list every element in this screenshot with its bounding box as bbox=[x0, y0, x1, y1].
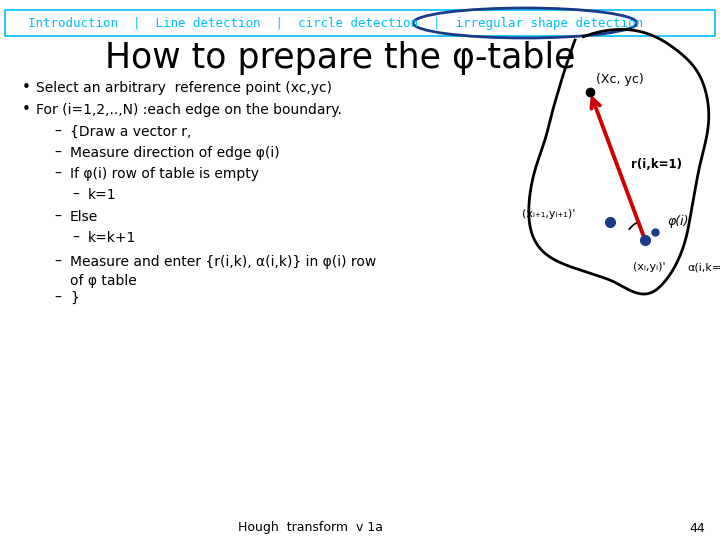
Text: Else: Else bbox=[70, 210, 98, 224]
Text: 44: 44 bbox=[689, 522, 705, 535]
Text: –: – bbox=[54, 255, 61, 269]
Text: Hough  transform  v 1a: Hough transform v 1a bbox=[238, 522, 382, 535]
Text: If φ(i) row of table is empty: If φ(i) row of table is empty bbox=[70, 167, 259, 181]
Text: of φ table: of φ table bbox=[70, 274, 137, 288]
Text: r(i,k=1): r(i,k=1) bbox=[631, 158, 683, 171]
Text: Introduction  |  Line detection  |  circle detection  |  irregular shape detecti: Introduction | Line detection | circle d… bbox=[13, 17, 643, 30]
Text: –: – bbox=[72, 188, 79, 202]
Text: k=1: k=1 bbox=[88, 188, 117, 202]
Text: }: } bbox=[70, 291, 79, 305]
Text: k=k+1: k=k+1 bbox=[88, 231, 136, 245]
Text: –: – bbox=[72, 231, 79, 245]
Text: φ(i): φ(i) bbox=[667, 215, 688, 228]
Text: –: – bbox=[54, 210, 61, 224]
Text: How to prepare the φ-table: How to prepare the φ-table bbox=[104, 41, 575, 75]
Text: •: • bbox=[22, 80, 31, 96]
Text: (xᵢ₊₁,yᵢ₊₁)': (xᵢ₊₁,yᵢ₊₁)' bbox=[522, 209, 575, 219]
Text: α(i,k=1): α(i,k=1) bbox=[687, 262, 720, 272]
Text: –: – bbox=[54, 146, 61, 160]
Text: Measure direction of edge φ(i): Measure direction of edge φ(i) bbox=[70, 146, 279, 160]
Text: –: – bbox=[54, 291, 61, 305]
Text: Measure and enter {r(i,k), α(i,k)} in φ(i) row: Measure and enter {r(i,k), α(i,k)} in φ(… bbox=[70, 255, 377, 269]
Text: (xᵢ,yᵢ)': (xᵢ,yᵢ)' bbox=[633, 262, 665, 272]
Bar bbox=[5, 10, 715, 36]
Text: For (i=1,2,..,N) :each edge on the boundary.: For (i=1,2,..,N) :each edge on the bound… bbox=[36, 103, 342, 117]
Text: {Draw a vector r,: {Draw a vector r, bbox=[70, 125, 192, 139]
Text: –: – bbox=[54, 167, 61, 181]
Text: –: – bbox=[54, 125, 61, 139]
Text: •: • bbox=[22, 103, 31, 118]
Text: (Xc, yc): (Xc, yc) bbox=[596, 73, 644, 86]
Text: Select an arbitrary  reference point (xc,yc): Select an arbitrary reference point (xc,… bbox=[36, 81, 332, 95]
